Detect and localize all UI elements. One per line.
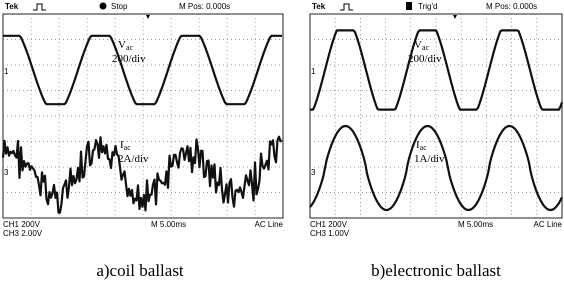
trigger-source: AC Line	[255, 220, 284, 229]
voltage-label: Vac	[118, 39, 134, 52]
state: Stop	[111, 2, 128, 11]
time-base: M 5.00ms	[458, 220, 493, 229]
current-scale: 1A/div	[414, 153, 445, 165]
brand: Tek	[312, 2, 326, 11]
voltage-symbol: V	[414, 39, 422, 51]
position: M Pos: 0.000s	[179, 2, 230, 11]
ch1-setting: CH1 200V	[310, 220, 348, 229]
ch3-setting: CH3 2.00V	[3, 229, 43, 238]
trigger-marker	[146, 15, 150, 19]
position: M Pos: 0.000s	[486, 2, 537, 11]
voltage-subscript: ac	[126, 43, 134, 52]
current-scale: 2A/div	[118, 153, 149, 165]
ch1-marker: 1	[311, 67, 316, 76]
ch3-setting: CH3 1.00V	[310, 229, 350, 238]
ch1-setting: CH1 200V	[3, 220, 41, 229]
figure: TekStopM Pos: 0.000s13Vac200/divIac2A/di…	[0, 0, 564, 284]
ch1-marker: 1	[4, 67, 9, 76]
voltage-label: Vac	[414, 39, 430, 52]
state-icon	[100, 3, 107, 10]
current-label: Iac	[416, 139, 427, 152]
voltage-waveform	[3, 36, 282, 104]
caption: b)electronic ballast	[371, 261, 501, 280]
voltage-symbol: V	[118, 39, 126, 51]
current-subscript: ac	[124, 143, 132, 152]
trigger-icon	[340, 4, 353, 10]
trigger-marker	[453, 15, 457, 19]
caption: a)coil ballast	[96, 261, 184, 280]
ch3-marker: 3	[4, 168, 9, 177]
trigger-icon	[33, 4, 46, 10]
time-base: M 5.00ms	[151, 220, 186, 229]
current-subscript: ac	[420, 143, 428, 152]
state-icon	[406, 2, 412, 10]
voltage-scale: 200/div	[112, 53, 146, 65]
voltage-subscript: ac	[422, 43, 430, 52]
voltage-scale: 200/div	[408, 53, 442, 65]
current-waveform	[3, 137, 282, 213]
trigger-source: AC Line	[534, 220, 563, 229]
state: Trig'd	[418, 2, 437, 11]
ch3-marker: 3	[311, 168, 316, 177]
current-label: Iac	[120, 139, 131, 152]
brand: Tek	[5, 2, 19, 11]
